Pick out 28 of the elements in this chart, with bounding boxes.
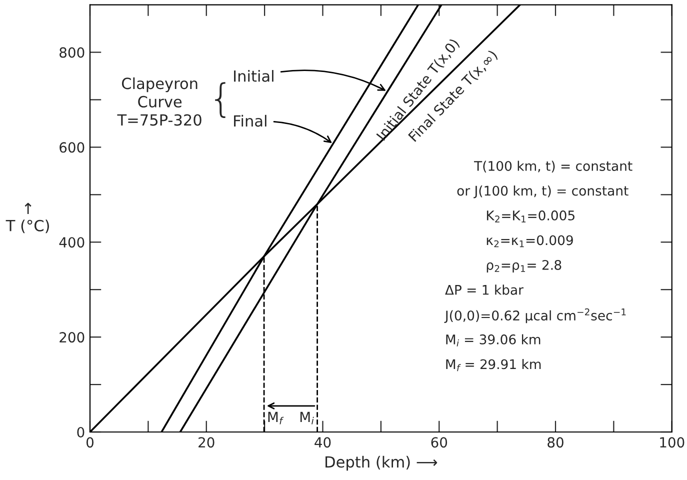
x-tick-label: 60: [431, 437, 448, 448]
y-tick-label: 400: [59, 237, 84, 248]
annotation: T(100 km, t) = constant: [474, 160, 632, 173]
annotation: Final: [234, 114, 266, 127]
y-tick-label: 200: [60, 332, 84, 343]
annotation: ΔP = 1 kbar: [445, 284, 524, 295]
annotation: {: [215, 82, 226, 118]
annotation: ρ$_{2}$=ρ$_{1}$= 2.8: [486, 260, 562, 272]
x-tick-label: 0: [86, 437, 94, 448]
y-axis-title: ↑ T (°C): [6, 202, 49, 234]
y-tick-label: 800: [60, 47, 84, 58]
y-tick-label: 600: [60, 142, 84, 153]
annotation: K$_{2}$=K$_{1}$=0.005: [486, 210, 574, 222]
annotation: or J(100 km, t) = constant: [457, 186, 628, 198]
ref-line-label: M$_{i}$: [300, 412, 314, 424]
y-tick-label: 0: [77, 426, 84, 438]
annotation: M$_{i}$ = 39.06 km: [446, 334, 540, 346]
annotation: M$_{f}$ = 29.91 km: [446, 358, 541, 372]
x-tick-label: 40: [314, 437, 331, 448]
x-axis-title: Depth (km) ⟶: [326, 456, 438, 471]
x-tick-label: 20: [198, 437, 214, 448]
annotation: Initial: [234, 70, 274, 82]
ref-line-label: M$_{f}$: [268, 412, 284, 424]
annotation: Clapeyron Curve T=75P-320: [117, 77, 202, 126]
annotation: κ$_{2}$=κ$_{1}$=0.009: [486, 235, 573, 248]
annotation: J(0,0)=0.62 μcal cm$^{−2}$sec$^{−1}$: [444, 308, 626, 324]
x-tick-label: 80: [548, 437, 564, 448]
x-tick-label: 100: [660, 437, 684, 448]
